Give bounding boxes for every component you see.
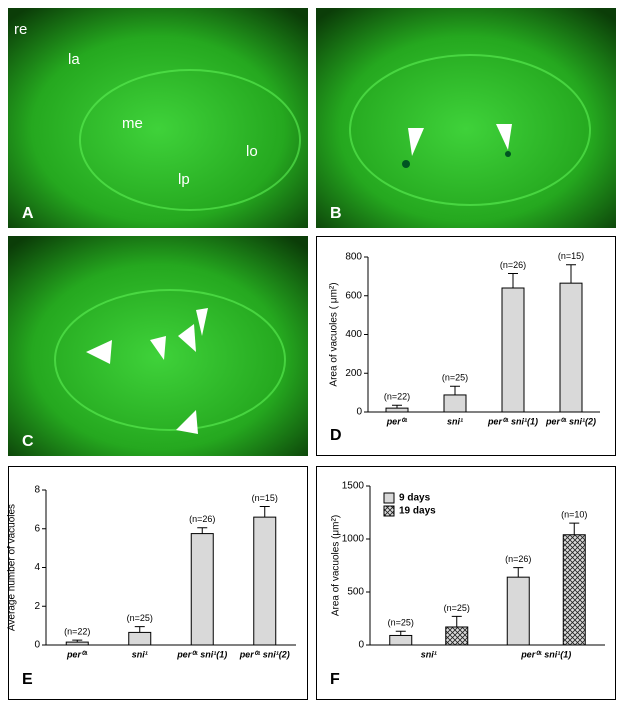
y-tick-label: 200	[345, 368, 362, 379]
error-bar	[451, 615, 462, 627]
bar	[253, 516, 277, 646]
y-tick-label: 6	[34, 523, 40, 534]
n-label: (n=15)	[252, 493, 278, 503]
error-bar	[395, 630, 406, 636]
region-label: me	[122, 115, 143, 132]
arrowhead	[86, 340, 112, 364]
error-bar	[450, 385, 460, 395]
y-tick-label: 400	[345, 329, 362, 340]
x-tick-label: per⁰¹ sni¹(1)	[487, 416, 538, 426]
panel-label: E	[22, 671, 33, 688]
bar	[128, 631, 152, 646]
bar	[65, 641, 89, 646]
panel-frame	[8, 466, 308, 700]
y-tick-label: 500	[347, 587, 364, 598]
y-tick-label: 0	[356, 407, 362, 418]
x-tick-label: per⁰¹ sni¹(2)	[545, 416, 596, 426]
y-axis-title: Area of vacuoles (μm²)	[331, 515, 342, 616]
n-label: (n=26)	[189, 514, 215, 524]
micrograph	[8, 8, 308, 228]
arrowhead	[178, 324, 196, 352]
n-label: (n=25)	[442, 373, 468, 383]
bar	[501, 287, 525, 413]
legend-label: 19 days	[399, 506, 436, 517]
bar	[445, 626, 469, 646]
bar	[190, 533, 214, 646]
y-tick-label: 0	[34, 640, 40, 651]
n-label: (n=26)	[500, 260, 526, 270]
x-tick-label: per⁰¹ sni¹(2)	[239, 649, 290, 659]
panel-label: F	[330, 671, 340, 688]
arrowhead	[196, 308, 208, 336]
n-label: (n=10)	[561, 509, 587, 519]
error-bar	[134, 626, 145, 633]
y-tick-label: 8	[34, 485, 40, 496]
n-label: (n=25)	[127, 613, 153, 623]
vacuole	[505, 151, 511, 157]
bar	[385, 407, 409, 413]
legend-swatch	[383, 492, 395, 504]
x-tick-label: sni¹	[132, 649, 148, 659]
n-label: (n=15)	[558, 251, 584, 261]
x-tick-label: per⁰¹ sni¹(1)	[176, 649, 227, 659]
arrowhead	[496, 124, 512, 150]
n-label: (n=22)	[64, 627, 90, 637]
n-label: (n=22)	[384, 392, 410, 402]
y-tick-label: 4	[34, 562, 40, 573]
n-label: (n=25)	[444, 603, 470, 613]
x-tick-label: sni¹	[421, 649, 437, 659]
error-bar	[72, 639, 83, 643]
tissue-outline	[54, 289, 286, 431]
x-tick-label: per⁰¹	[66, 649, 88, 659]
y-tick-label: 600	[345, 290, 362, 301]
legend-swatch	[383, 505, 395, 517]
error-bar	[513, 567, 524, 578]
arrowhead	[408, 128, 424, 156]
x-tick-label: sni¹	[447, 416, 463, 426]
x-tick-label: per⁰¹ sni¹(1)	[520, 649, 571, 659]
n-label: (n=26)	[505, 554, 531, 564]
error-bar	[259, 505, 270, 518]
panel-label: C	[22, 433, 34, 450]
y-tick-label: 800	[345, 252, 362, 263]
bar	[443, 394, 467, 413]
error-bar	[392, 404, 402, 409]
bar	[506, 576, 530, 646]
error-bar	[508, 272, 518, 288]
panel-label: D	[330, 427, 342, 444]
error-bar	[569, 522, 580, 535]
micrograph	[316, 8, 616, 228]
y-tick-label: 1000	[342, 534, 365, 545]
arrowhead	[150, 336, 166, 360]
vacuole	[402, 160, 410, 168]
bar	[389, 634, 413, 646]
bar	[559, 282, 583, 413]
y-tick-label: 0	[358, 640, 364, 651]
y-tick-label: 1500	[342, 481, 365, 492]
n-label: (n=25)	[388, 618, 414, 628]
error-bar	[566, 264, 576, 284]
error-bar	[197, 527, 208, 534]
panel-label: A	[22, 205, 34, 222]
bar	[562, 534, 586, 646]
y-axis-title: Area of vacuoles ( μm²)	[329, 282, 340, 386]
arrowhead	[176, 410, 198, 434]
region-label: re	[14, 21, 27, 38]
region-label: la	[68, 51, 80, 68]
tissue-outline	[349, 54, 591, 206]
panel-label: B	[330, 205, 342, 222]
y-axis-title: Average number of vacuoles	[7, 504, 18, 631]
x-tick-label: per⁰¹	[386, 416, 408, 426]
region-label: lo	[246, 143, 258, 160]
tissue-outline	[79, 69, 301, 211]
y-tick-label: 2	[34, 601, 40, 612]
region-label: lp	[178, 171, 190, 188]
legend-label: 9 days	[399, 493, 431, 504]
